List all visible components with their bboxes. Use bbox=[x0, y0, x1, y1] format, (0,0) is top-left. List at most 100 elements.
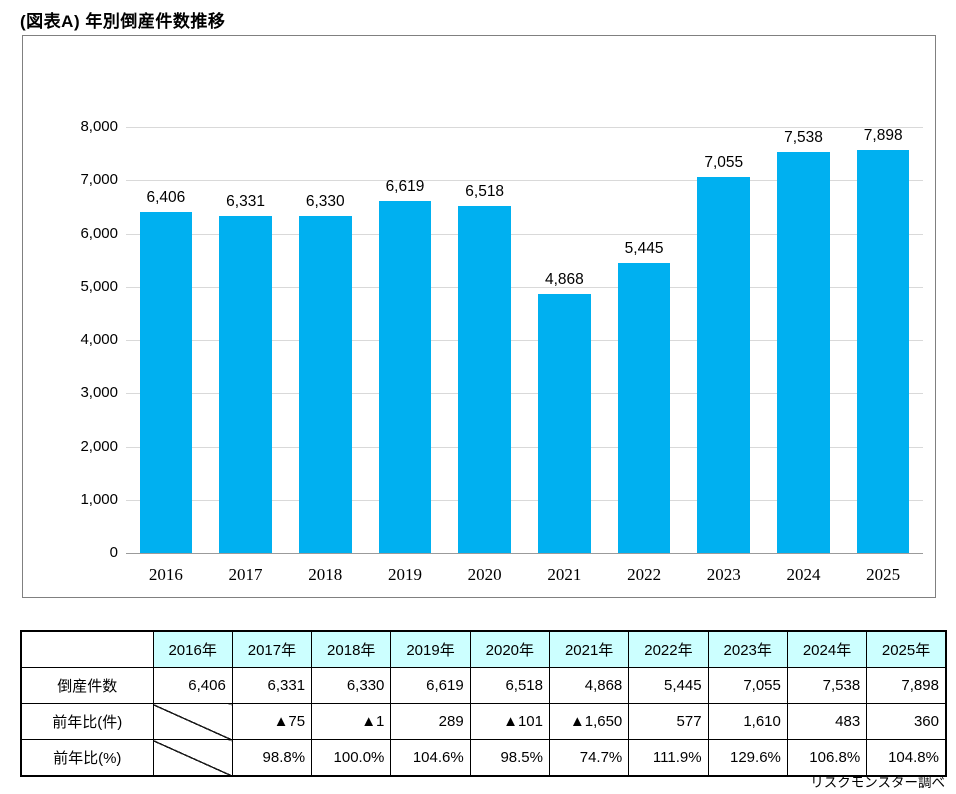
bar-group-2022: 5,445 bbox=[604, 127, 684, 553]
table-header-row: 2016年 2017年 2018年 2019年 2020年 2021年 2022年 2023年… bbox=[20, 630, 947, 668]
plot-area: 6,406 6,331 6,330 6,619 6,518 4,868 5,445 7,055… bbox=[126, 127, 923, 554]
bar-group-2023: 7,055 bbox=[684, 127, 764, 553]
table-year-header: 2019年 bbox=[390, 630, 471, 668]
table-value-cell: 7,898 bbox=[866, 667, 947, 704]
x-tick-label: 2023 bbox=[706, 565, 741, 584]
y-tick-label: 7,000 bbox=[80, 171, 118, 189]
bar-data-label: 6,619 bbox=[385, 177, 425, 195]
table-row-label: 倒産件数 bbox=[20, 667, 154, 704]
bar-group-2021: 4,868 bbox=[525, 127, 605, 553]
table-value-cell: 577 bbox=[628, 703, 709, 740]
x-tick-label: 2025 bbox=[866, 565, 901, 584]
bar bbox=[378, 200, 432, 553]
table-na-cell bbox=[152, 703, 233, 740]
gridline bbox=[126, 446, 923, 448]
bar bbox=[219, 215, 272, 553]
table-value-cell: 4,868 bbox=[548, 667, 630, 704]
data-table: 2016年 2017年 2018年 2019年 2020年 2021年 2022年 2023年… bbox=[20, 630, 947, 777]
table-row-label: 前年比(件) bbox=[20, 703, 154, 740]
table-value-cell: ▲1 bbox=[311, 703, 392, 740]
y-tick-label: 0 bbox=[109, 544, 118, 561]
table-value-cell: 106.8% bbox=[786, 739, 868, 777]
x-tick-label: 2018 bbox=[308, 565, 343, 584]
table-value-cell: 7,055 bbox=[707, 667, 788, 704]
y-tick-label: 3,000 bbox=[80, 384, 118, 402]
table-value-cell: ▲1,650 bbox=[548, 703, 630, 740]
table-corner-cell bbox=[20, 630, 154, 668]
bar-data-label: 7,538 bbox=[784, 128, 823, 146]
table-value-cell: ▲101 bbox=[469, 703, 550, 740]
source-caption: リスクモンスター調べ bbox=[810, 775, 945, 790]
table-row: 前年比(%) 98.8% 100.0% 104.6% 98.5% 74.7% 111.9% 1… bbox=[20, 739, 947, 777]
bar-data-label: 6,406 bbox=[146, 188, 186, 206]
table-value-cell: 98.5% bbox=[469, 739, 550, 777]
table-value-cell: 98.8% bbox=[231, 739, 313, 777]
bar-group-2024: 7,538 bbox=[764, 127, 844, 553]
bar bbox=[617, 263, 671, 553]
table-value-cell: 104.6% bbox=[390, 739, 471, 777]
bar-group-2017: 6,331 bbox=[206, 127, 286, 553]
y-tick-label: 6,000 bbox=[80, 224, 118, 242]
table-value-cell: 129.6% bbox=[707, 739, 788, 777]
table-year-header: 2017年 bbox=[231, 630, 313, 668]
bar-group-2016: 6,406 bbox=[126, 127, 206, 553]
y-tick-label: 4,000 bbox=[80, 331, 118, 348]
gridline bbox=[126, 286, 923, 288]
bar-data-label: 5,445 bbox=[624, 240, 664, 258]
bar bbox=[458, 205, 511, 553]
bar bbox=[298, 215, 352, 553]
bar-data-label: 7,898 bbox=[863, 127, 903, 144]
table-year-header: 2022年 bbox=[628, 630, 709, 668]
y-tick-label: 5,000 bbox=[80, 277, 118, 295]
table-year-header: 2023年 bbox=[707, 630, 788, 668]
x-tick-label: 2021 bbox=[547, 565, 582, 584]
gridline bbox=[126, 393, 923, 395]
gridline bbox=[126, 340, 923, 341]
gridline bbox=[126, 127, 923, 128]
table-value-cell: 6,330 bbox=[311, 667, 392, 704]
x-tick-label: 2019 bbox=[387, 565, 422, 584]
table-year-header: 2016年 bbox=[152, 630, 233, 668]
x-tick-label: 2020 bbox=[467, 565, 502, 584]
bar-group-2025: 7,898 bbox=[843, 127, 923, 553]
table-value-cell: 6,619 bbox=[390, 667, 471, 704]
table-value-cell: 360 bbox=[866, 703, 947, 740]
x-axis-labels: 2016 2017 2018 2019 2020 2021 2022 2023 2024 2025 bbox=[126, 565, 923, 585]
bar bbox=[139, 211, 193, 553]
bar-group-2020: 6,518 bbox=[445, 127, 525, 553]
y-tick-label: 1,000 bbox=[80, 490, 118, 508]
y-tick-label: 8,000 bbox=[80, 118, 118, 135]
table-value-cell: 483 bbox=[786, 703, 868, 740]
gridline bbox=[126, 180, 923, 182]
x-tick-label: 2022 bbox=[627, 565, 662, 584]
gridline bbox=[126, 499, 923, 501]
bar bbox=[697, 177, 751, 553]
table-value-cell: 74.7% bbox=[548, 739, 630, 777]
bar-data-label: 7,055 bbox=[704, 154, 744, 172]
bar-group-2018: 6,330 bbox=[285, 127, 365, 553]
table-value-cell: 7,538 bbox=[786, 667, 868, 704]
table-year-header: 2021年 bbox=[548, 630, 630, 668]
x-tick-label: 2017 bbox=[228, 565, 263, 584]
x-tick-label: 2016 bbox=[148, 565, 183, 584]
table-value-cell: 111.9% bbox=[628, 739, 709, 777]
chart-title: (図表A) 年別倒産件数推移 bbox=[20, 12, 226, 31]
table-value-cell: 100.0% bbox=[311, 739, 392, 777]
bar-data-label: 6,518 bbox=[465, 182, 505, 200]
table-value-cell: 1,610 bbox=[707, 703, 788, 740]
bar-chart: 6,406 6,331 6,330 6,619 6,518 4,868 5,445 7,055… bbox=[22, 35, 936, 598]
bar bbox=[538, 293, 591, 553]
table-value-cell: 6,406 bbox=[152, 667, 233, 704]
bar-data-label: 4,868 bbox=[544, 270, 584, 288]
bars-container: 6,406 6,331 6,330 6,619 6,518 4,868 5,445 7,055… bbox=[126, 127, 923, 553]
table-year-header: 2024年 bbox=[786, 630, 868, 668]
table-na-cell bbox=[152, 739, 233, 777]
bar-group-2019: 6,619 bbox=[365, 127, 445, 553]
table-value-cell: 289 bbox=[390, 703, 471, 740]
table-row-label: 前年比(%) bbox=[20, 739, 154, 777]
bar-data-label: 6,330 bbox=[305, 192, 345, 210]
table-year-header: 2018年 bbox=[311, 630, 392, 668]
x-axis-line bbox=[126, 553, 923, 554]
table-value-cell: 6,331 bbox=[231, 667, 313, 704]
